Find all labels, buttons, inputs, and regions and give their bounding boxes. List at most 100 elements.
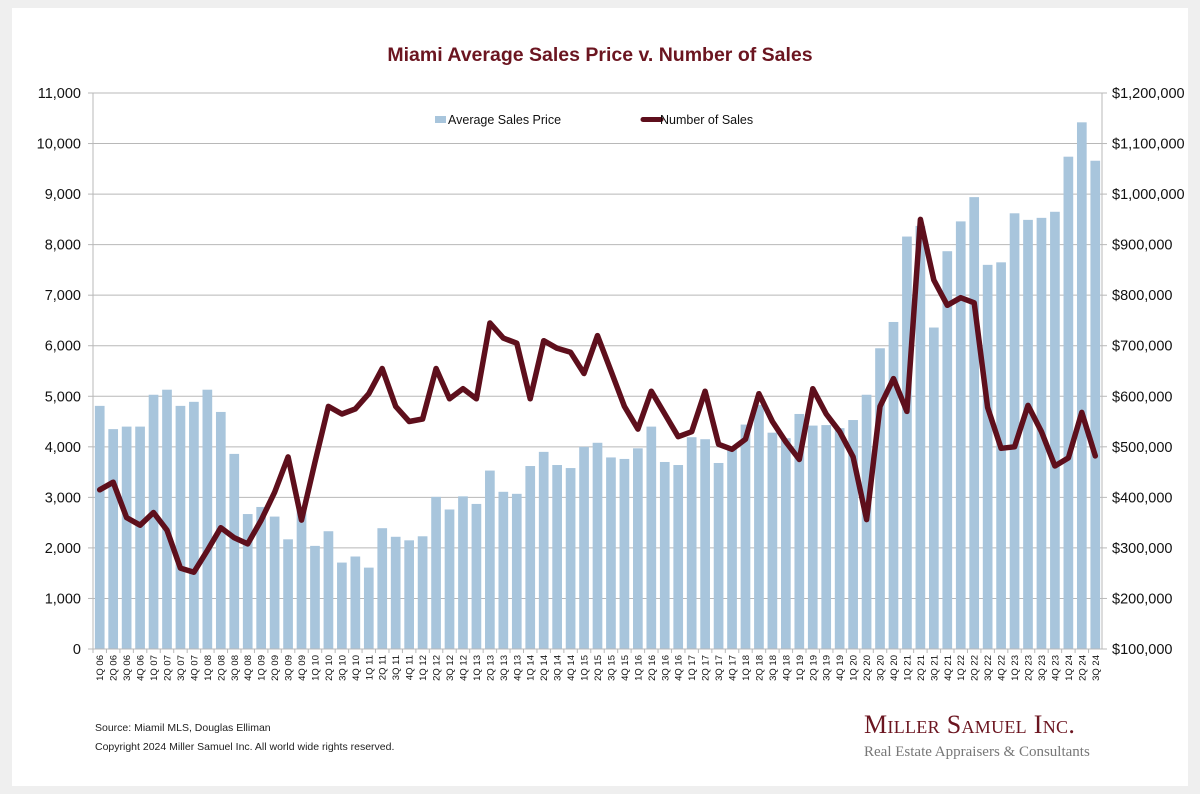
bar: [269, 516, 280, 649]
bar: [659, 461, 670, 649]
x-tick-label: 2Q 07: [162, 655, 173, 681]
bar: [350, 556, 361, 649]
x-tick-label: 1Q 16: [633, 655, 644, 681]
bar: [417, 536, 428, 649]
x-tick-label: 4Q 17: [728, 655, 739, 681]
y2-tick-label: $600,000: [1112, 389, 1172, 405]
bar: [94, 405, 105, 649]
axes: [88, 92, 1107, 653]
x-tick-label: 2Q 20: [862, 655, 873, 681]
y2-tick-label: $200,000: [1112, 591, 1172, 607]
bar: [1076, 122, 1087, 650]
bar: [175, 405, 186, 649]
x-tick-label: 4Q 23: [1050, 655, 1061, 681]
y-tick-label: 6,000: [45, 339, 81, 355]
bar: [471, 503, 482, 649]
bar: [982, 264, 993, 649]
x-tick-label: 4Q 19: [835, 655, 846, 681]
x-tick-label: 1Q 15: [580, 655, 591, 681]
bar: [498, 491, 509, 649]
y-axis-left-ticks: 0 1,000 2,000 3,000 4,000 5,000 6,000 7,000 8,00…: [37, 86, 81, 658]
x-tick-label: 2Q 09: [270, 655, 281, 681]
y-tick-label: 0: [73, 642, 81, 658]
x-tick-label: 3Q 15: [606, 655, 617, 681]
y-tick-label: 3,000: [45, 490, 81, 506]
x-tick-label: 4Q 22: [997, 655, 1008, 681]
y-tick-label: 2,000: [45, 541, 81, 557]
x-tick-label: 1Q 22: [956, 655, 967, 681]
bar: [121, 426, 132, 649]
bar: [619, 458, 630, 649]
x-tick-label: 3Q 07: [176, 655, 187, 681]
y2-tick-label: $1,100,000: [1112, 137, 1185, 153]
bar: [633, 448, 643, 649]
bar: [458, 496, 468, 649]
bar: [162, 389, 172, 649]
y2-tick-label: $400,000: [1112, 490, 1172, 506]
bar: [875, 348, 885, 649]
y-tick-label: 7,000: [45, 288, 81, 304]
x-tick-label: 1Q 19: [795, 655, 806, 681]
x-tick-label: 2Q 16: [647, 655, 658, 681]
bar: [1063, 156, 1074, 650]
bar: [431, 496, 441, 649]
x-tick-label: 2Q 17: [701, 655, 712, 681]
bar: [686, 437, 697, 649]
company-logo-name: Miller Samuel Inc.: [864, 710, 1076, 739]
bar: [310, 545, 320, 649]
bar: [673, 465, 684, 649]
x-tick-label: 1Q 07: [149, 655, 160, 681]
bar: [955, 221, 966, 650]
x-tick-label: 2Q 11: [378, 655, 389, 680]
y2-tick-label: $900,000: [1112, 238, 1172, 254]
bar: [108, 429, 119, 649]
legend-label-number-of-sales: Number of Sales: [660, 113, 753, 127]
bar: [229, 453, 240, 649]
x-tick-label: 3Q 14: [553, 655, 564, 681]
bar: [323, 531, 334, 649]
bar: [740, 424, 751, 649]
bar: [700, 439, 710, 649]
y2-tick-label: $700,000: [1112, 339, 1172, 355]
bar: [821, 425, 832, 649]
bar: [915, 225, 926, 649]
y-tick-label: 11,000: [38, 86, 81, 102]
bar: [552, 465, 562, 649]
x-tick-label: 1Q 23: [1010, 655, 1021, 681]
bar: [1050, 211, 1060, 650]
bar: [713, 462, 724, 649]
x-tick-label: 3Q 24: [1091, 655, 1102, 681]
x-tick-label: 3Q 18: [768, 655, 779, 681]
x-tick-label: 1Q 18: [741, 655, 752, 681]
x-tick-label: 3Q 13: [499, 655, 510, 681]
bar: [834, 428, 845, 649]
bar: [969, 197, 980, 649]
bar: [525, 466, 536, 649]
x-tick-label: 2Q 10: [324, 655, 335, 681]
x-tick-label: 4Q 09: [297, 655, 308, 681]
x-tick-label: 3Q 20: [876, 655, 887, 681]
x-tick-label: 2Q 19: [808, 655, 819, 681]
x-tick-label: 1Q 11: [364, 655, 375, 680]
x-tick-label: 3Q 17: [714, 655, 725, 681]
x-tick-label: 4Q 20: [889, 655, 900, 681]
x-tick-label: 2Q 18: [754, 655, 765, 681]
bar: [390, 536, 401, 649]
x-tick-label: 2Q 14: [539, 655, 550, 681]
x-tick-label: 2Q 06: [109, 655, 120, 681]
bar: [1009, 213, 1020, 649]
x-tick-label: 1Q 21: [902, 655, 913, 681]
x-tick-label: 2Q 15: [593, 655, 604, 681]
bar: [807, 425, 818, 649]
y-tick-label: 4,000: [45, 440, 81, 456]
x-tick-label: 4Q 18: [781, 655, 792, 681]
bar: [202, 389, 213, 649]
x-tick-label: 4Q 11: [405, 655, 416, 680]
bar: [444, 509, 455, 649]
x-tick-label: 2Q 13: [485, 655, 496, 681]
x-tick-label: 2Q 08: [216, 655, 227, 681]
x-tick-label: 2Q 21: [916, 655, 927, 681]
bar: [794, 413, 805, 649]
bar: [148, 394, 159, 649]
